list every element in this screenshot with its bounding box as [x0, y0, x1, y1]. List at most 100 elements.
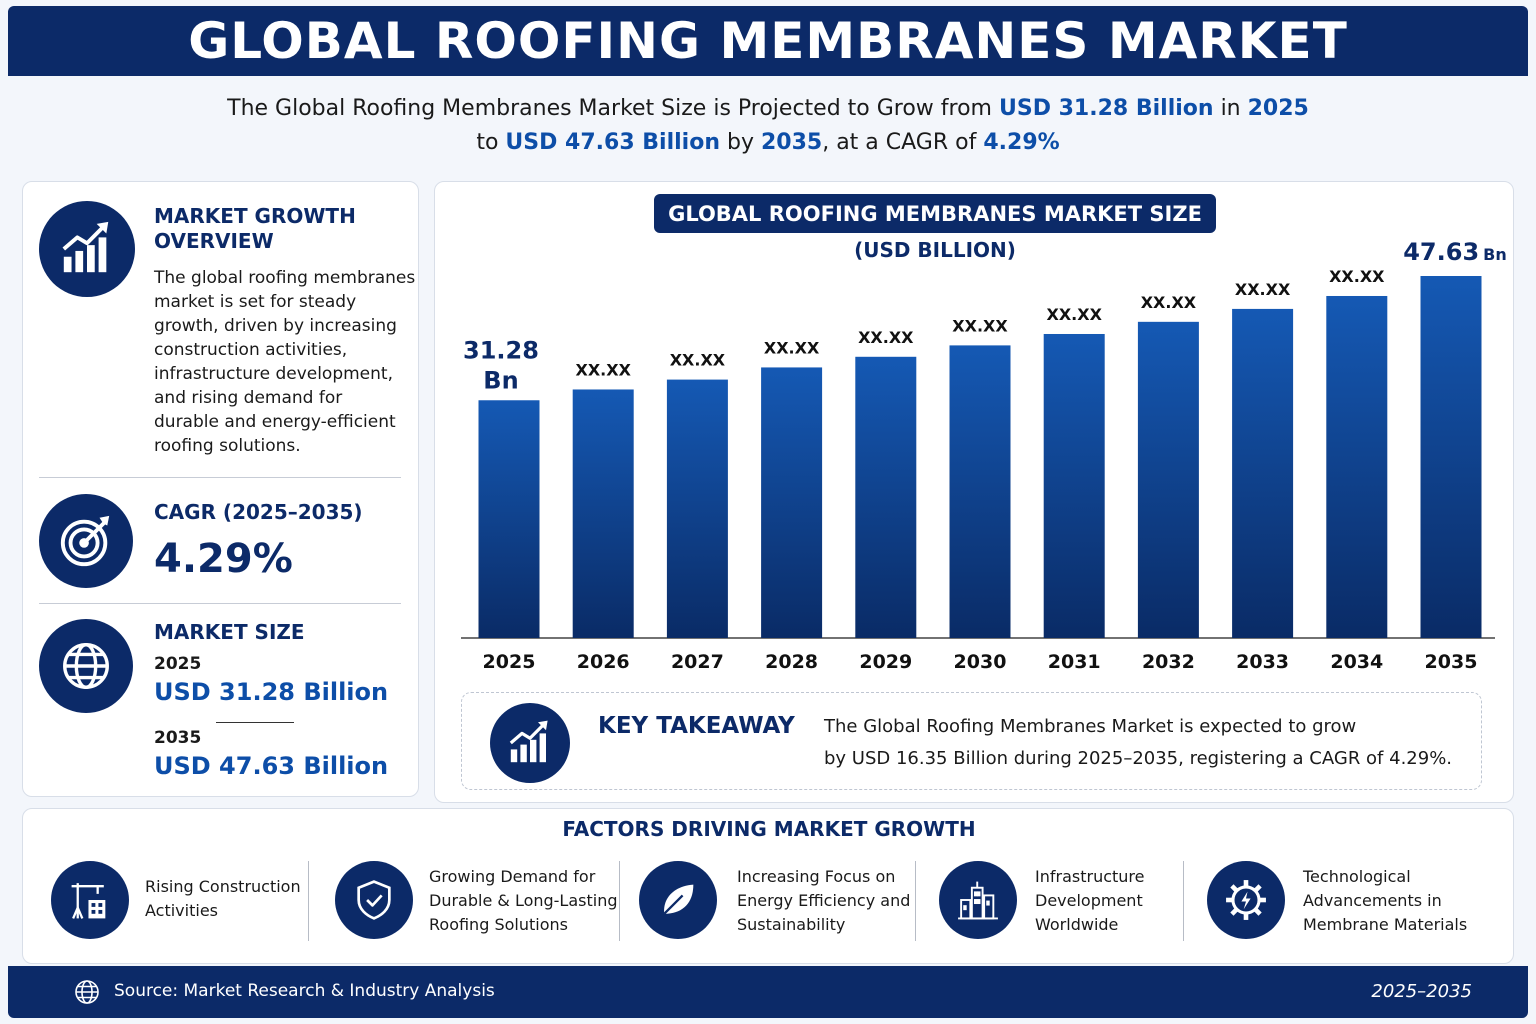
- chart-title: GLOBAL ROOFING MEMBRANES MARKET SIZE: [654, 194, 1216, 233]
- growth-chart-icon: [39, 201, 135, 297]
- data-label: XX.XX: [575, 360, 631, 379]
- factor-divider: [619, 861, 620, 941]
- chart-unit-label: (USD BILLION): [854, 238, 1016, 262]
- factor-label-line: Activities: [145, 901, 218, 920]
- subtitle-value-2025: USD 31.28 Billion: [998, 96, 1214, 121]
- market-size-title: MARKET SIZE: [154, 620, 305, 644]
- key-takeaway-text: The Global Roofing Membranes Market is e…: [824, 711, 1464, 775]
- bar-2027: [666, 379, 728, 638]
- bar-2028: [761, 367, 823, 638]
- bar-2029: [855, 356, 917, 638]
- data-label: 47.63 Bn: [1403, 238, 1507, 266]
- bar-2025: [478, 400, 540, 638]
- growth-title-line: MARKET GROWTH: [154, 204, 356, 228]
- growth-text-line: and rising demand for: [154, 388, 343, 408]
- subtitle: The Global Roofing Membranes Market Size…: [0, 92, 1536, 160]
- subtitle-text: by: [720, 130, 761, 155]
- factor-label: Technological Advancements in Membrane M…: [1303, 865, 1467, 937]
- factor-technological-advancements: Technological Advancements in Membrane M…: [1207, 859, 1497, 941]
- footer-source: Source: Market Research & Industry Analy…: [114, 981, 495, 1001]
- factor-label: Increasing Focus on Energy Efficiency an…: [737, 865, 910, 937]
- factor-label-line: Advancements in: [1303, 891, 1442, 910]
- x-tick-label: 2026: [577, 651, 630, 673]
- factor-infrastructure: Infrastructure Development Worldwide: [939, 859, 1179, 941]
- x-tick-label: 2027: [671, 651, 724, 673]
- footer-years: 2025–2035: [1371, 981, 1472, 1002]
- header-banner: GLOBAL ROOFING MEMBRANES MARKET: [8, 6, 1528, 76]
- target-icon: [39, 494, 133, 588]
- data-label: XX.XX: [764, 338, 820, 357]
- growth-overview-title: MARKET GROWTH OVERVIEW: [154, 204, 356, 254]
- data-label: XX.XX: [670, 351, 726, 370]
- data-label: XX.XX: [858, 328, 914, 347]
- growth-overview-text: The global roofing membranes market is s…: [154, 266, 416, 458]
- divider: [216, 722, 294, 723]
- bar-2031: [1043, 333, 1105, 638]
- bar-2032: [1137, 321, 1199, 638]
- growth-text-line: construction activities,: [154, 340, 348, 360]
- bar-2026: [572, 389, 634, 638]
- growth-text-line: durable and energy-efficient: [154, 412, 396, 432]
- cagr-title: CAGR (2025–2035): [154, 500, 363, 524]
- subtitle-line-2: to USD 47.63 Billion by 2035, at a CAGR …: [0, 126, 1536, 160]
- factor-label-line: Increasing Focus on: [737, 867, 896, 886]
- factors-title: FACTORS DRIVING MARKET GROWTH: [562, 817, 976, 841]
- factor-label: Infrastructure Development Worldwide: [1035, 865, 1144, 937]
- x-tick-label: 2034: [1330, 651, 1383, 673]
- factor-durable-demand: Growing Demand for Durable & Long-Lastin…: [335, 859, 625, 941]
- subtitle-text: , at a CAGR of: [822, 130, 984, 155]
- data-label: XX.XX: [1141, 293, 1197, 312]
- crane-building-icon: [51, 861, 129, 939]
- factor-label-line: Development: [1035, 891, 1143, 910]
- factor-label-line: Technological: [1303, 867, 1411, 886]
- x-tick-label: 2033: [1236, 651, 1289, 673]
- x-tick-label: 2031: [1048, 651, 1101, 673]
- shield-check-icon: [335, 861, 413, 939]
- factor-label-line: Rising Construction: [145, 877, 301, 896]
- city-buildings-icon: [939, 861, 1017, 939]
- factor-label-line: Roofing Solutions: [429, 915, 568, 934]
- key-takeaway-line: The Global Roofing Membranes Market is e…: [824, 716, 1357, 737]
- factor-label-line: Sustainability: [737, 915, 846, 934]
- x-tick-label: 2025: [483, 651, 536, 673]
- factor-energy-efficiency: Increasing Focus on Energy Efficiency an…: [639, 859, 919, 941]
- market-size-year-2025: 2025: [154, 654, 202, 674]
- divider: [39, 603, 401, 604]
- x-tick-label: 2029: [859, 651, 912, 673]
- factor-label-line: Growing Demand for: [429, 867, 596, 886]
- bar-2035: [1420, 276, 1482, 638]
- cagr-value: 4.29%: [154, 536, 293, 582]
- subtitle-cagr: 4.29%: [983, 130, 1060, 155]
- factor-label-line: Durable & Long-Lasting: [429, 891, 618, 910]
- factor-label: Rising Construction Activities: [145, 875, 301, 923]
- key-takeaway-title: KEY TAKEAWAY: [598, 713, 795, 739]
- factor-divider: [1183, 861, 1184, 941]
- subtitle-year-2025: 2025: [1247, 96, 1309, 121]
- data-label: XX.XX: [1046, 305, 1102, 324]
- bar-2033: [1232, 308, 1294, 638]
- x-tick-label: 2030: [954, 651, 1007, 673]
- factor-label: Growing Demand for Durable & Long-Lastin…: [429, 865, 618, 937]
- globe-icon: [39, 619, 133, 713]
- x-tick-label: 2035: [1425, 651, 1478, 673]
- globe-icon: [75, 980, 99, 1004]
- market-size-value-2025: USD 31.28 Billion: [154, 678, 389, 706]
- growth-text-line: The global roofing membranes: [154, 268, 416, 288]
- divider: [39, 477, 401, 478]
- factor-divider: [915, 861, 916, 941]
- subtitle-text: The Global Roofing Membranes Market Size…: [227, 96, 999, 121]
- growth-title-line: OVERVIEW: [154, 229, 274, 253]
- growth-text-line: roofing solutions.: [154, 436, 301, 456]
- factor-divider: [308, 861, 309, 941]
- data-label: 31.28: [463, 336, 539, 364]
- bar-2034: [1326, 295, 1388, 638]
- market-overview-panel: MARKET GROWTH OVERVIEW The global roofin…: [22, 181, 419, 797]
- footer-bar: Source: Market Research & Industry Analy…: [8, 966, 1528, 1018]
- data-label: Bn: [483, 366, 518, 394]
- chart-panel: 2025 31.28 Bn 2026 XX.XX 2027 XX.XX 2028 XX.XX 20…: [434, 181, 1514, 803]
- factor-label-line: Infrastructure: [1035, 867, 1145, 886]
- subtitle-text: to: [476, 130, 506, 155]
- growth-text-line: market is set for steady: [154, 292, 357, 312]
- leaf-icon: [639, 861, 717, 939]
